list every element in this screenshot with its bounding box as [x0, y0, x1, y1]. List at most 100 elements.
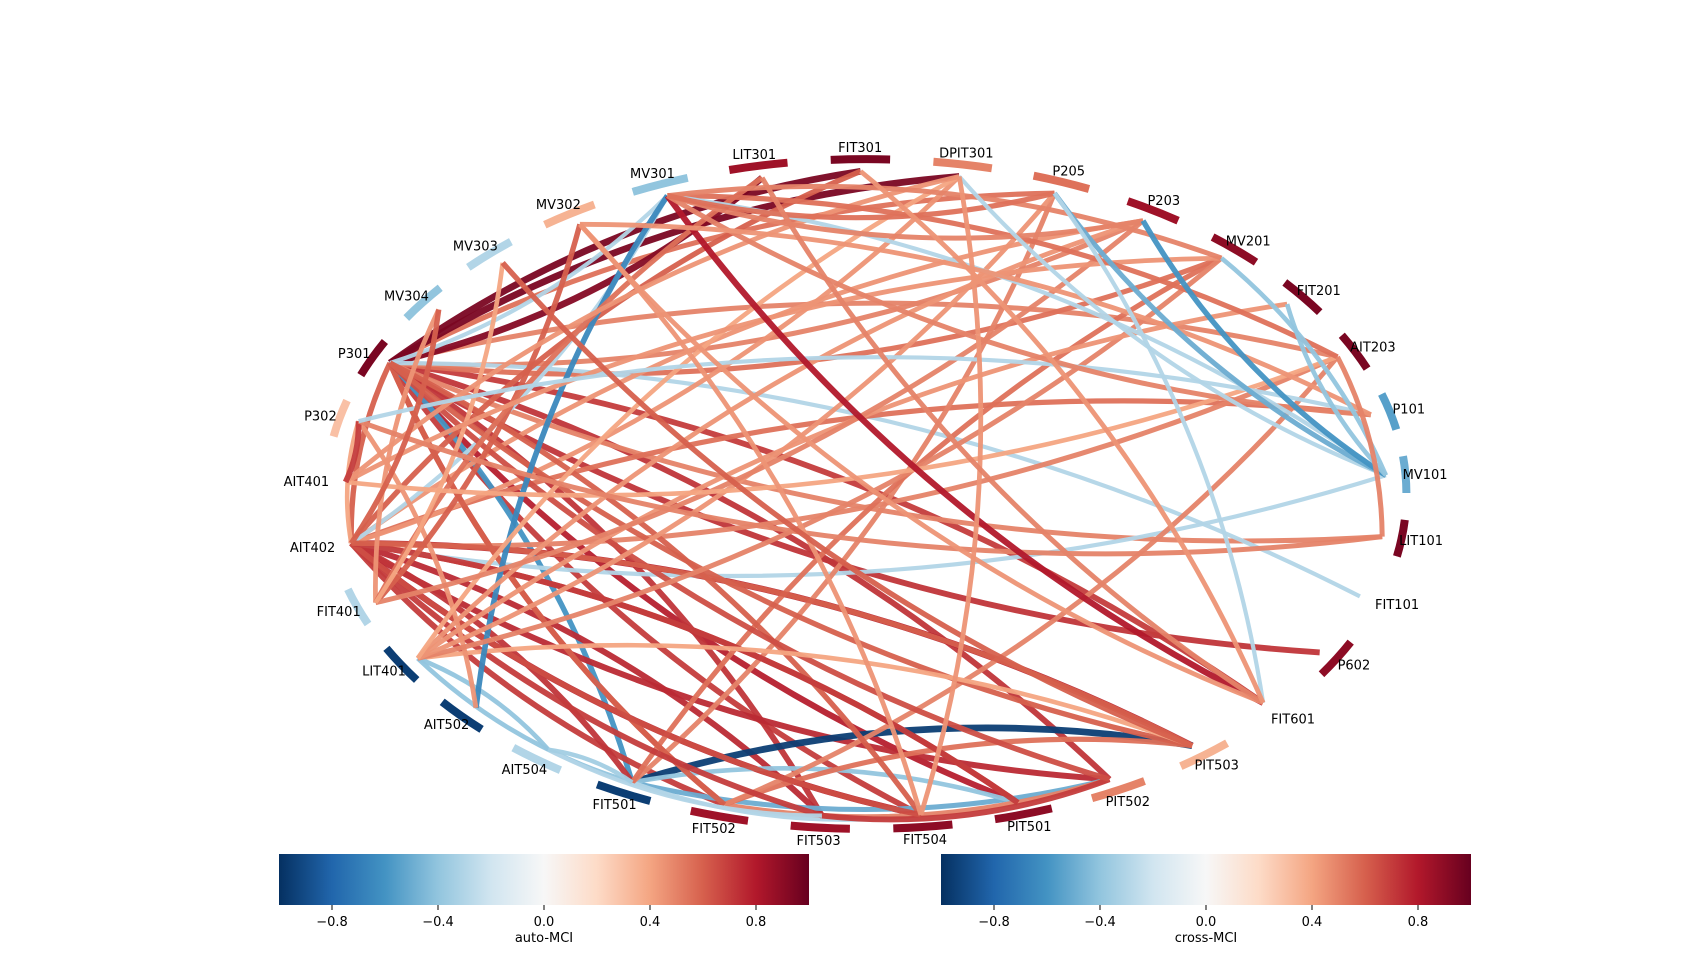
node-label-fit504: FIT504 [903, 833, 947, 848]
node-label-p301: P301 [338, 347, 371, 362]
cross-link-pit503-lit401 [417, 642, 1193, 748]
node-label-pit501: PIT501 [1007, 820, 1051, 835]
cross-link-mv302-p101 [579, 221, 1372, 417]
cross-link-fit401-mv303 [373, 262, 505, 604]
node-label-ait502: AIT502 [424, 718, 469, 733]
cross-link-ait402-ait203 [351, 354, 1339, 549]
cross-link-mv303-pit503 [500, 261, 1194, 749]
colorbar-tick-label: 0.4 [640, 915, 661, 930]
cross-link-fit504-ait402 [349, 541, 922, 818]
cross-link-pit501-ait402 [350, 540, 1020, 806]
auto-link-lit301 [728, 158, 788, 174]
cross-link-fit502-ait203 [723, 355, 1340, 807]
auto-mci-colorbar: −0.8 −0.4 0.0 0.4 0.8 auto-MCI [279, 854, 809, 946]
auto-link-mv101 [1399, 455, 1411, 494]
node-label-ait203: AIT203 [1350, 341, 1395, 356]
auto-link-fit501 [595, 780, 652, 805]
auto-link-pit503 [1179, 739, 1230, 770]
cross-link-fit503-pit502 [821, 776, 1111, 823]
auto-link-mv301 [631, 173, 689, 196]
node-label-fit201: FIT201 [1297, 284, 1341, 299]
cross-link-ait502-mv301 [473, 194, 670, 709]
auto-link-ait203 [1338, 332, 1371, 371]
cross-link-dpit301-fit504 [918, 176, 984, 816]
node-label-lit401: LIT401 [362, 665, 406, 680]
auto-link-ait502 [439, 698, 484, 733]
node-label-fit503: FIT503 [797, 834, 841, 849]
colorbar-tick-label: −0.4 [422, 915, 454, 930]
auto-link-p302 [329, 398, 351, 438]
cross-link-p205-mv101 [1052, 191, 1388, 478]
cross-link-p301-ait402 [348, 361, 393, 544]
cross-link-lit401-mv201 [417, 256, 1224, 661]
cross-link-fit401-mv302 [373, 223, 583, 605]
cross-link-pit503-p301 [388, 360, 1193, 749]
node-label-fit501: FIT501 [593, 798, 637, 813]
auto-link-p301 [357, 338, 388, 378]
cross-link-ait402-fit502 [349, 541, 726, 808]
auto-link-p101 [1378, 392, 1401, 431]
cross-link-fit401-mv304 [373, 308, 441, 603]
node-label-mv101: MV101 [1403, 468, 1448, 483]
auto-link-p205 [1032, 171, 1091, 193]
cross-link-lit401-ait504 [416, 656, 551, 752]
network-graph: DPIT301 P205 P203 MV201 FIT201 AIT203 P101 MV10… [284, 141, 1448, 849]
auto-link-pit501 [994, 804, 1053, 824]
node-label-ait504: AIT504 [502, 763, 547, 778]
auto-link-fit502 [689, 806, 749, 825]
node-label-mv303: MV303 [453, 239, 498, 254]
cross-link-ait504-fit503 [547, 747, 822, 818]
colorbar-tick-label: 0.4 [1302, 915, 1323, 930]
cross-link-mv301-p205 [666, 190, 1056, 221]
colorbar-tick-label: 0.0 [1196, 915, 1217, 930]
node-label-pit502: PIT502 [1106, 795, 1150, 810]
node-label-p101: P101 [1392, 403, 1425, 418]
auto-link-fit401 [344, 587, 372, 627]
cross-link-mv301-fit601 [664, 193, 1265, 706]
cross-link-fit501-pit503 [631, 724, 1193, 786]
cross-link-fit502-pit503 [723, 736, 1193, 808]
cross-link-p301-p205 [388, 190, 1055, 366]
cross-link-fit401-p203 [375, 218, 1145, 606]
node-label-lit101: LIT101 [1399, 534, 1443, 549]
colorbar-tick-label: 0.8 [746, 915, 767, 930]
cross-link-p301-ait203 [389, 300, 1339, 366]
auto-link-fit301 [830, 155, 891, 164]
colorbar-tick-label: 0.8 [1408, 915, 1429, 930]
cross-link-mv304-ait402 [349, 309, 442, 545]
node-label-p602: P602 [1338, 658, 1371, 673]
auto-link-fit504 [893, 820, 953, 833]
auto-link-mv201 [1210, 233, 1259, 266]
cross-link-edges [342, 167, 1389, 823]
cross-link-mv301-mv201 [667, 183, 1223, 261]
cross-link-mv301-p203 [666, 193, 1144, 241]
cross-link-ait401-ait203 [345, 354, 1339, 498]
node-label-p203: P203 [1147, 194, 1180, 209]
cross-link-fit501-mv201 [630, 255, 1223, 784]
auto-link-mv303 [466, 238, 513, 271]
auto-link-ait504 [511, 744, 562, 774]
auto-mci-colorbar-label: auto-MCI [515, 931, 573, 946]
auto-link-p203 [1126, 197, 1180, 225]
cross-link-lit401-fit201 [416, 301, 1288, 661]
colorbar-tick-label: 0.0 [534, 915, 555, 930]
auto-link-arcs [329, 155, 1411, 833]
cross-link-p301-lit101 [389, 360, 1383, 544]
cross-link-fit201-mv101 [1284, 303, 1388, 477]
auto-mci-colorbar-gradient [279, 854, 809, 905]
node-label-dpit301: DPIT301 [939, 147, 993, 162]
node-label-fit601: FIT601 [1271, 713, 1315, 728]
node-label-p302: P302 [304, 410, 337, 425]
node-label-pit503: PIT503 [1194, 759, 1238, 774]
node-label-mv201: MV201 [1226, 234, 1271, 249]
cross-link-p301-lit301 [389, 175, 765, 367]
cross-link-mv302-fit504 [578, 222, 924, 816]
colorbar-tick-label: −0.8 [316, 915, 348, 930]
auto-link-mv302 [543, 200, 596, 229]
cross-link-p302-p101 [358, 355, 1372, 424]
node-labels: DPIT301 P205 P203 MV201 FIT201 AIT203 P101 MV10… [284, 141, 1448, 849]
cross-mci-colorbar-gradient [941, 854, 1471, 905]
cross-link-p205-fit601 [1052, 191, 1266, 704]
cross-link-ait203-lit101 [1335, 355, 1385, 537]
